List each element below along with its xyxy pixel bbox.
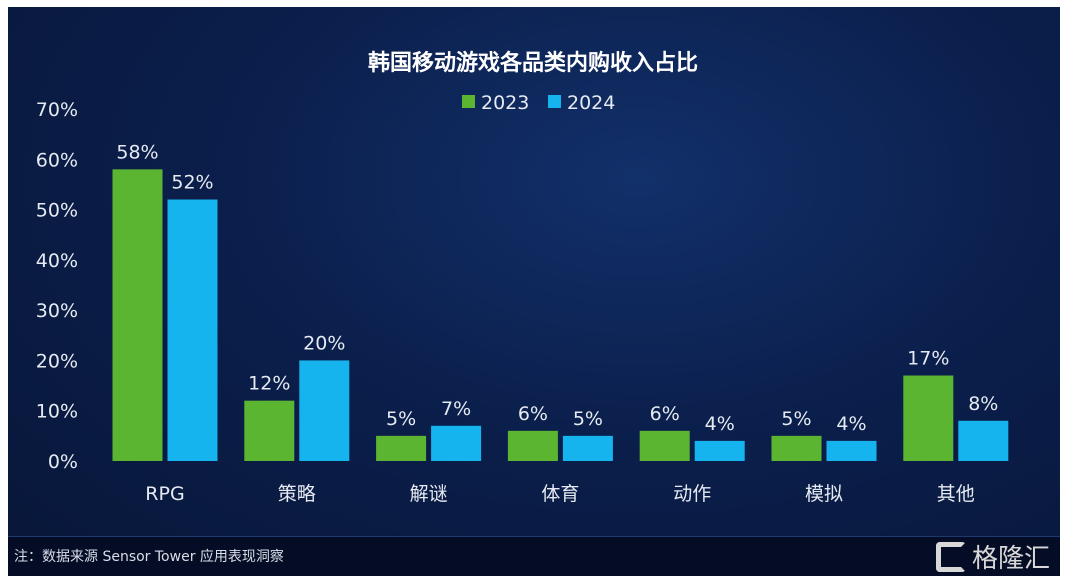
data-label: 58% [116,141,158,163]
y-tick-label: 70% [36,99,78,121]
y-tick-label: 40% [36,250,78,272]
legend-label: 2024 [567,92,615,114]
data-label: 4% [705,413,735,435]
x-tick-label: 模拟 [805,483,843,505]
bar-2023 [507,430,558,461]
logo-text: 格隆汇 [971,544,1050,574]
bar-2024 [826,440,877,461]
data-label: 12% [248,373,290,395]
x-tick-label: 策略 [278,483,316,505]
x-tick-label: 动作 [673,483,711,505]
legend-swatch [462,95,475,108]
x-tick-label: 其他 [937,483,975,505]
data-label: 5% [781,408,811,430]
bar-2023 [376,435,427,461]
data-label: 6% [518,403,548,425]
bar-2023 [903,375,954,461]
x-tick-label: 解谜 [410,483,448,505]
data-label: 6% [650,403,680,425]
y-tick-label: 20% [36,350,78,372]
logo-g-icon [935,541,966,572]
legend: 2023 2024 [462,92,615,114]
data-label: 8% [968,393,998,415]
data-label: 4% [836,413,866,435]
source-note: 注：数据来源 Sensor Tower 应用表现洞察 [14,549,284,565]
data-label: 7% [441,398,471,420]
bar-2024 [694,440,745,461]
data-label: 20% [303,332,345,354]
bar-2024 [958,420,1009,461]
footer [8,536,1060,576]
y-tick-label: 60% [36,149,78,171]
bar-2024 [167,199,218,461]
bar-2023 [639,430,690,461]
bar-2023 [112,169,163,462]
legend-label: 2023 [481,92,529,114]
y-tick-label: 30% [36,300,78,322]
logo: 格隆汇 [935,538,1050,575]
x-tick-label: 体育 [541,483,579,505]
x-tick-label: RPG [145,483,184,505]
data-label: 17% [907,348,949,370]
data-label: 5% [386,408,416,430]
bar-2024 [431,425,482,461]
bar-2024 [562,435,613,461]
y-tick-label: 50% [36,200,78,222]
y-tick-label: 10% [36,401,78,423]
legend-swatch [548,95,561,108]
chart-title: 韩国移动游戏各品类内购收入占比 [368,50,698,76]
y-axis: 0% 10% 20% 30% 40% 50% 60% 70% [36,99,78,473]
data-label: 52% [171,172,213,194]
y-tick-label: 0% [48,451,78,473]
bar-2024 [299,360,350,461]
bar-2023 [771,435,822,461]
bar-2023 [244,400,295,461]
data-label: 5% [573,408,603,430]
bar-chart: 韩国移动游戏各品类内购收入占比 2023 2024 0% 10% 20% 30% 40% 5… [35,50,1009,505]
x-axis: RPG 策略 解谜 体育 动作 模拟 其他 [145,483,975,505]
bars: 58% 52% 12% 20% 5% 7% 6% 5% 6% 4% 5% 4% 17% 8% [112,141,1009,462]
